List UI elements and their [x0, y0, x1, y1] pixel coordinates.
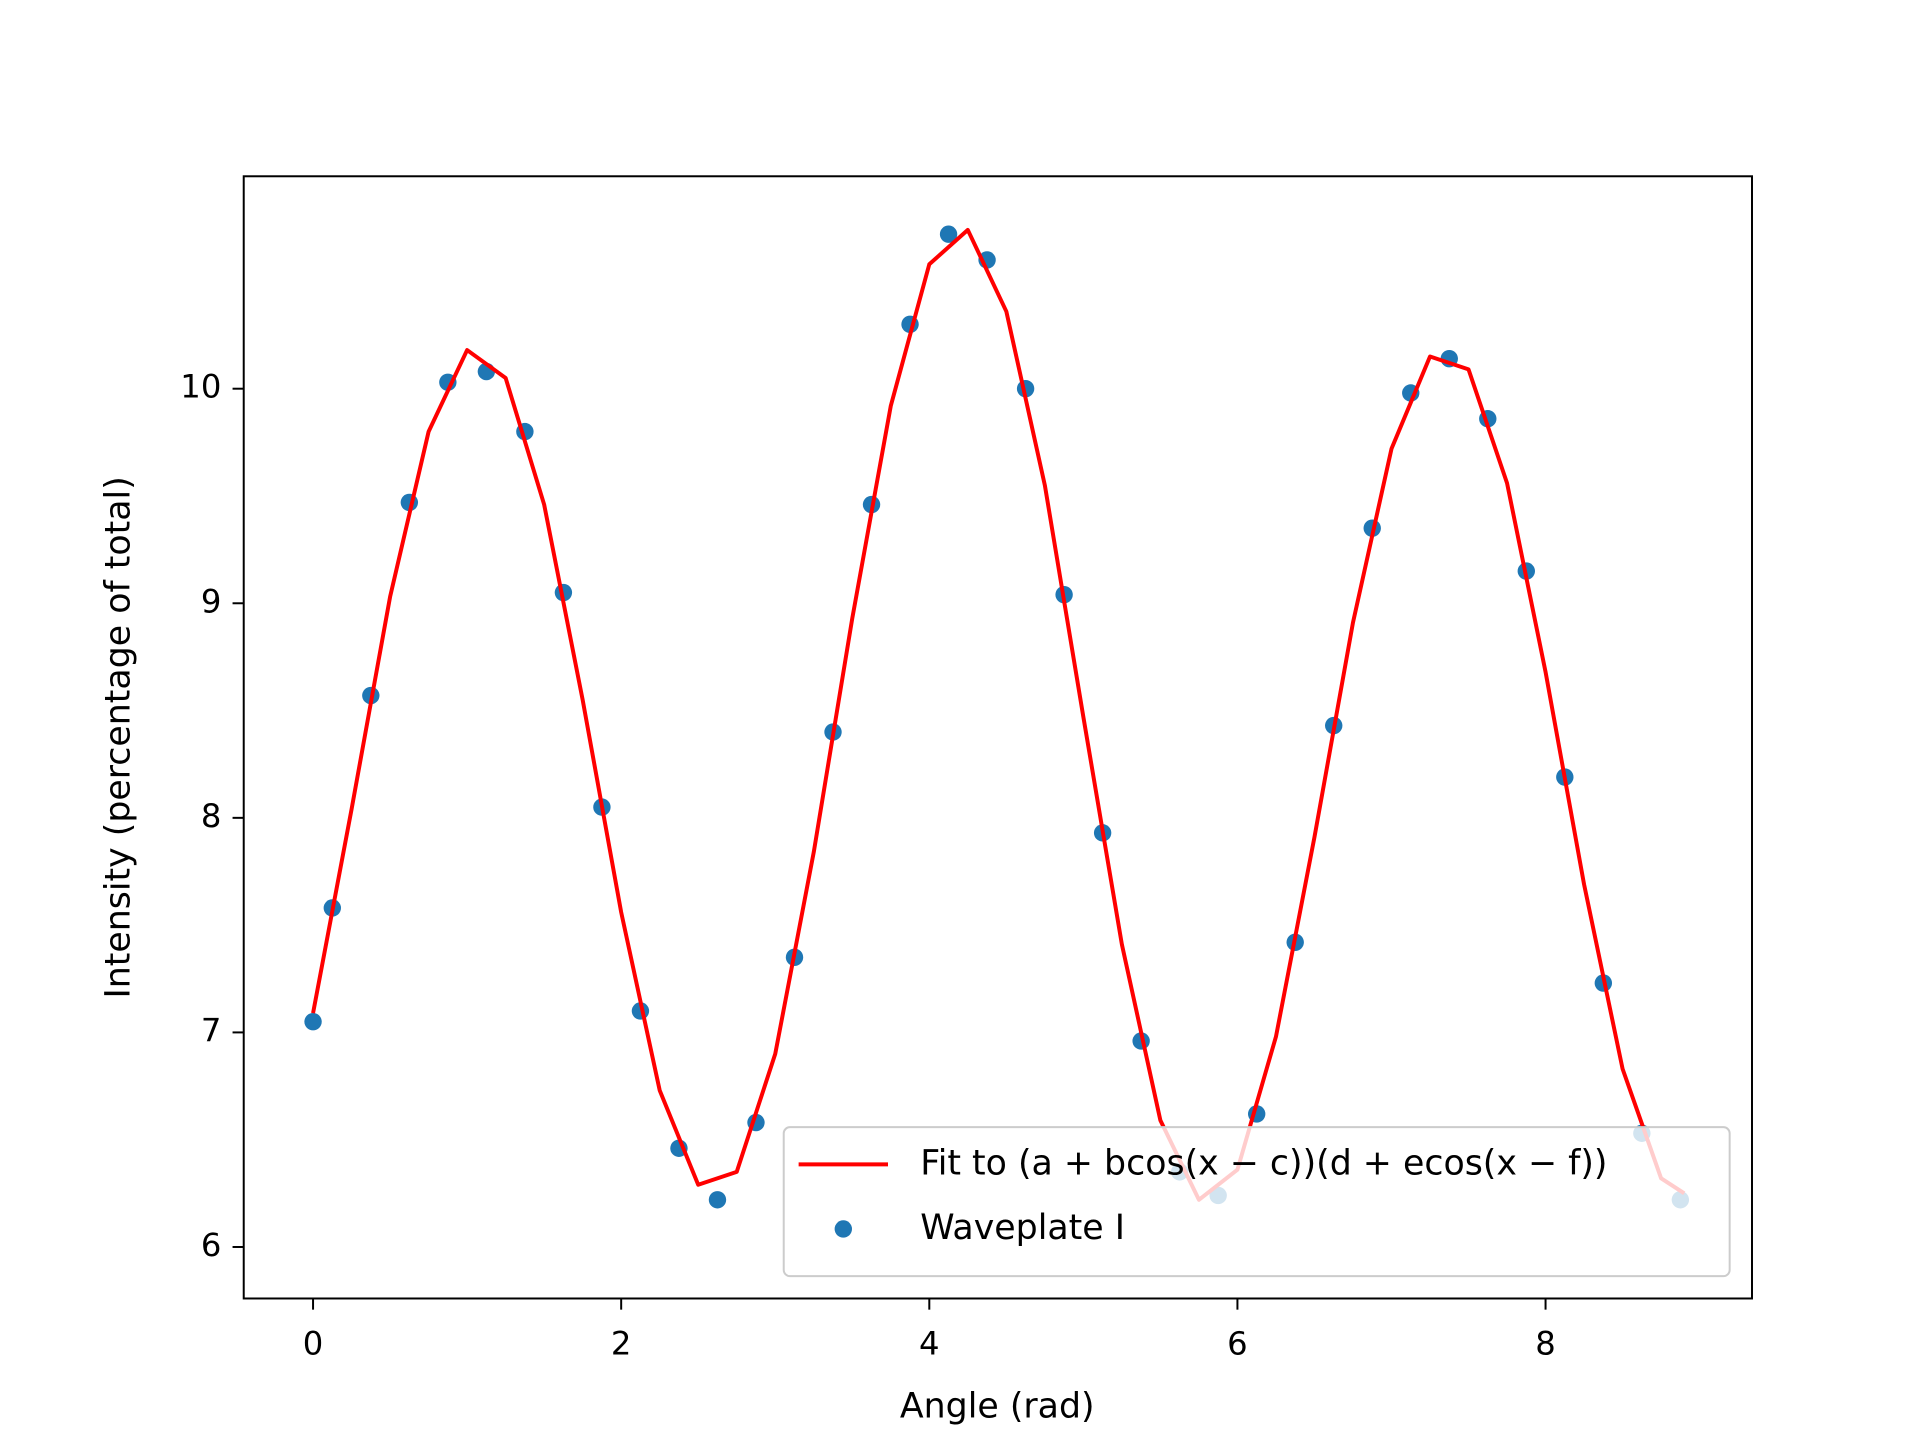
legend-box — [782, 1126, 1731, 1278]
legend-label: Waveplate I — [920, 1208, 1125, 1248]
y-tick-label: 8 — [201, 797, 222, 835]
y-tick-label: 7 — [201, 1011, 222, 1049]
y-tick-label: 6 — [201, 1226, 222, 1264]
x-tick-label: 0 — [303, 1325, 324, 1363]
x-tick-label: 2 — [611, 1325, 632, 1363]
legend-marker — [834, 1220, 852, 1238]
x-tick-label: 8 — [1535, 1325, 1556, 1363]
data-point — [708, 1191, 727, 1209]
plot-frame — [242, 175, 1753, 1300]
x-axis-label: Angle (rad) — [900, 1387, 1095, 1427]
x-tick-label: 6 — [1227, 1325, 1248, 1363]
legend-label: Fit to (a + bcos(x − c))(d + ecos(x − f)… — [920, 1143, 1607, 1183]
data-point — [939, 225, 958, 243]
fit-line — [311, 227, 1686, 1202]
y-tick-label: 10 — [180, 368, 221, 406]
x-tick-label: 4 — [919, 1325, 940, 1363]
y-tick-label: 9 — [201, 582, 222, 620]
y-axis-label: Intensity (percentage of total) — [99, 476, 139, 998]
data-point — [304, 1012, 322, 1031]
